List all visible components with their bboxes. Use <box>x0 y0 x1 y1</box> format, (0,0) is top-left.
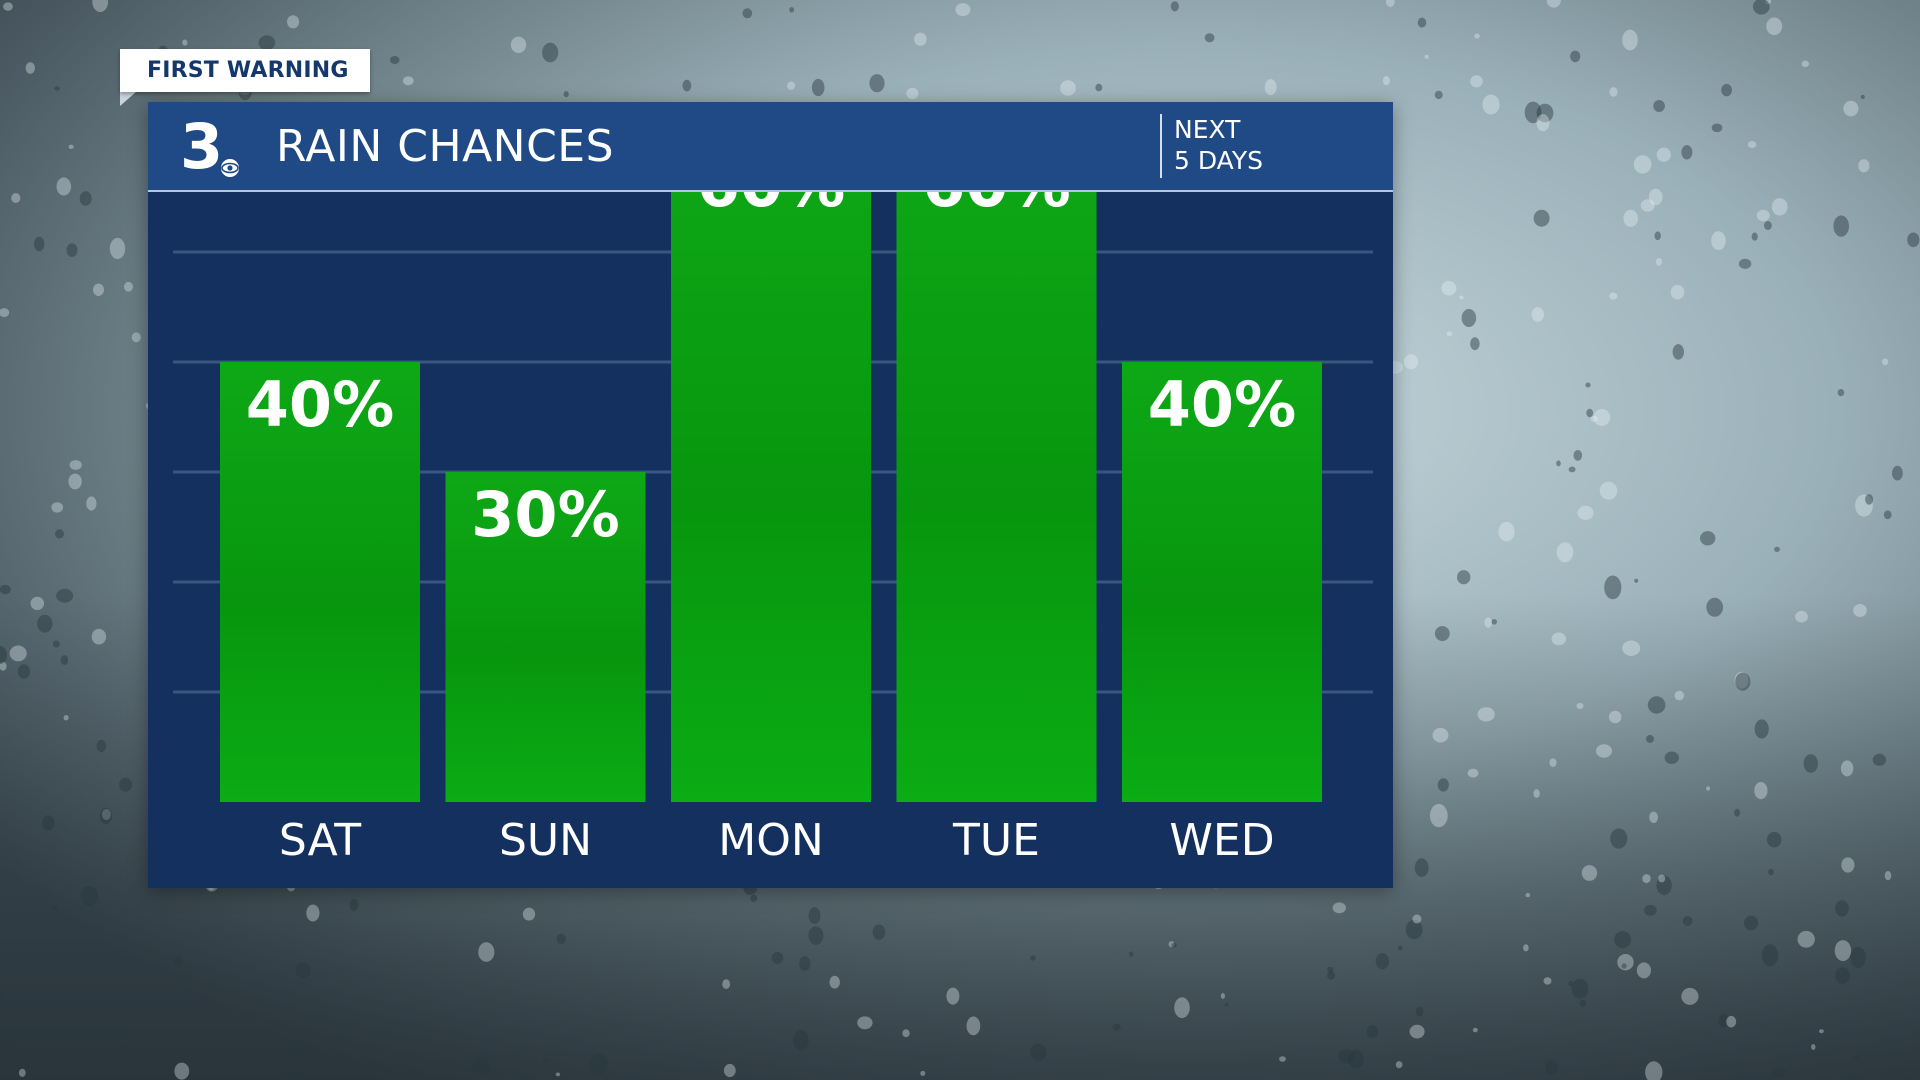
value-label-mon: 60% <box>697 192 845 221</box>
rain-chance-bar-chart: 40% 30% 60% 60% 40% SAT SUN MON TUE WED <box>173 192 1373 866</box>
category-label-wed: WED <box>1169 815 1274 866</box>
station-logo-icon: 3 <box>180 112 241 182</box>
value-label-sat: 40% <box>246 368 394 441</box>
first-warning-tag-tail <box>120 92 136 106</box>
bar-sun <box>445 472 646 802</box>
category-label-sat: SAT <box>279 815 361 866</box>
rain-chances-panel: 3 RAIN CHANCES NEXT 5 DAYS 40%30%60%60%4… <box>148 102 1393 888</box>
category-label-tue: TUE <box>952 815 1040 866</box>
chart-title: RAIN CHANCES <box>276 121 615 172</box>
forecast-period: NEXT 5 DAYS <box>1174 114 1374 176</box>
bar-sat <box>220 362 420 802</box>
category-label-sun: SUN <box>499 815 592 866</box>
bar-tue <box>896 192 1097 802</box>
forecast-period-line-2: 5 DAYS <box>1174 146 1263 175</box>
station-logo-number: 3 <box>180 112 223 182</box>
forecast-period-line-1: NEXT <box>1174 115 1241 144</box>
first-warning-tag: FIRST WARNING <box>120 49 370 92</box>
bar-mon <box>671 192 871 802</box>
value-label-sun: 30% <box>471 478 619 551</box>
value-label-wed: 40% <box>1148 368 1296 441</box>
bar-wed <box>1122 362 1322 802</box>
panel-header: 3 RAIN CHANCES NEXT 5 DAYS <box>148 102 1393 192</box>
header-divider <box>1160 114 1162 178</box>
category-label-mon: MON <box>718 815 824 866</box>
value-label-tue: 60% <box>922 192 1070 221</box>
